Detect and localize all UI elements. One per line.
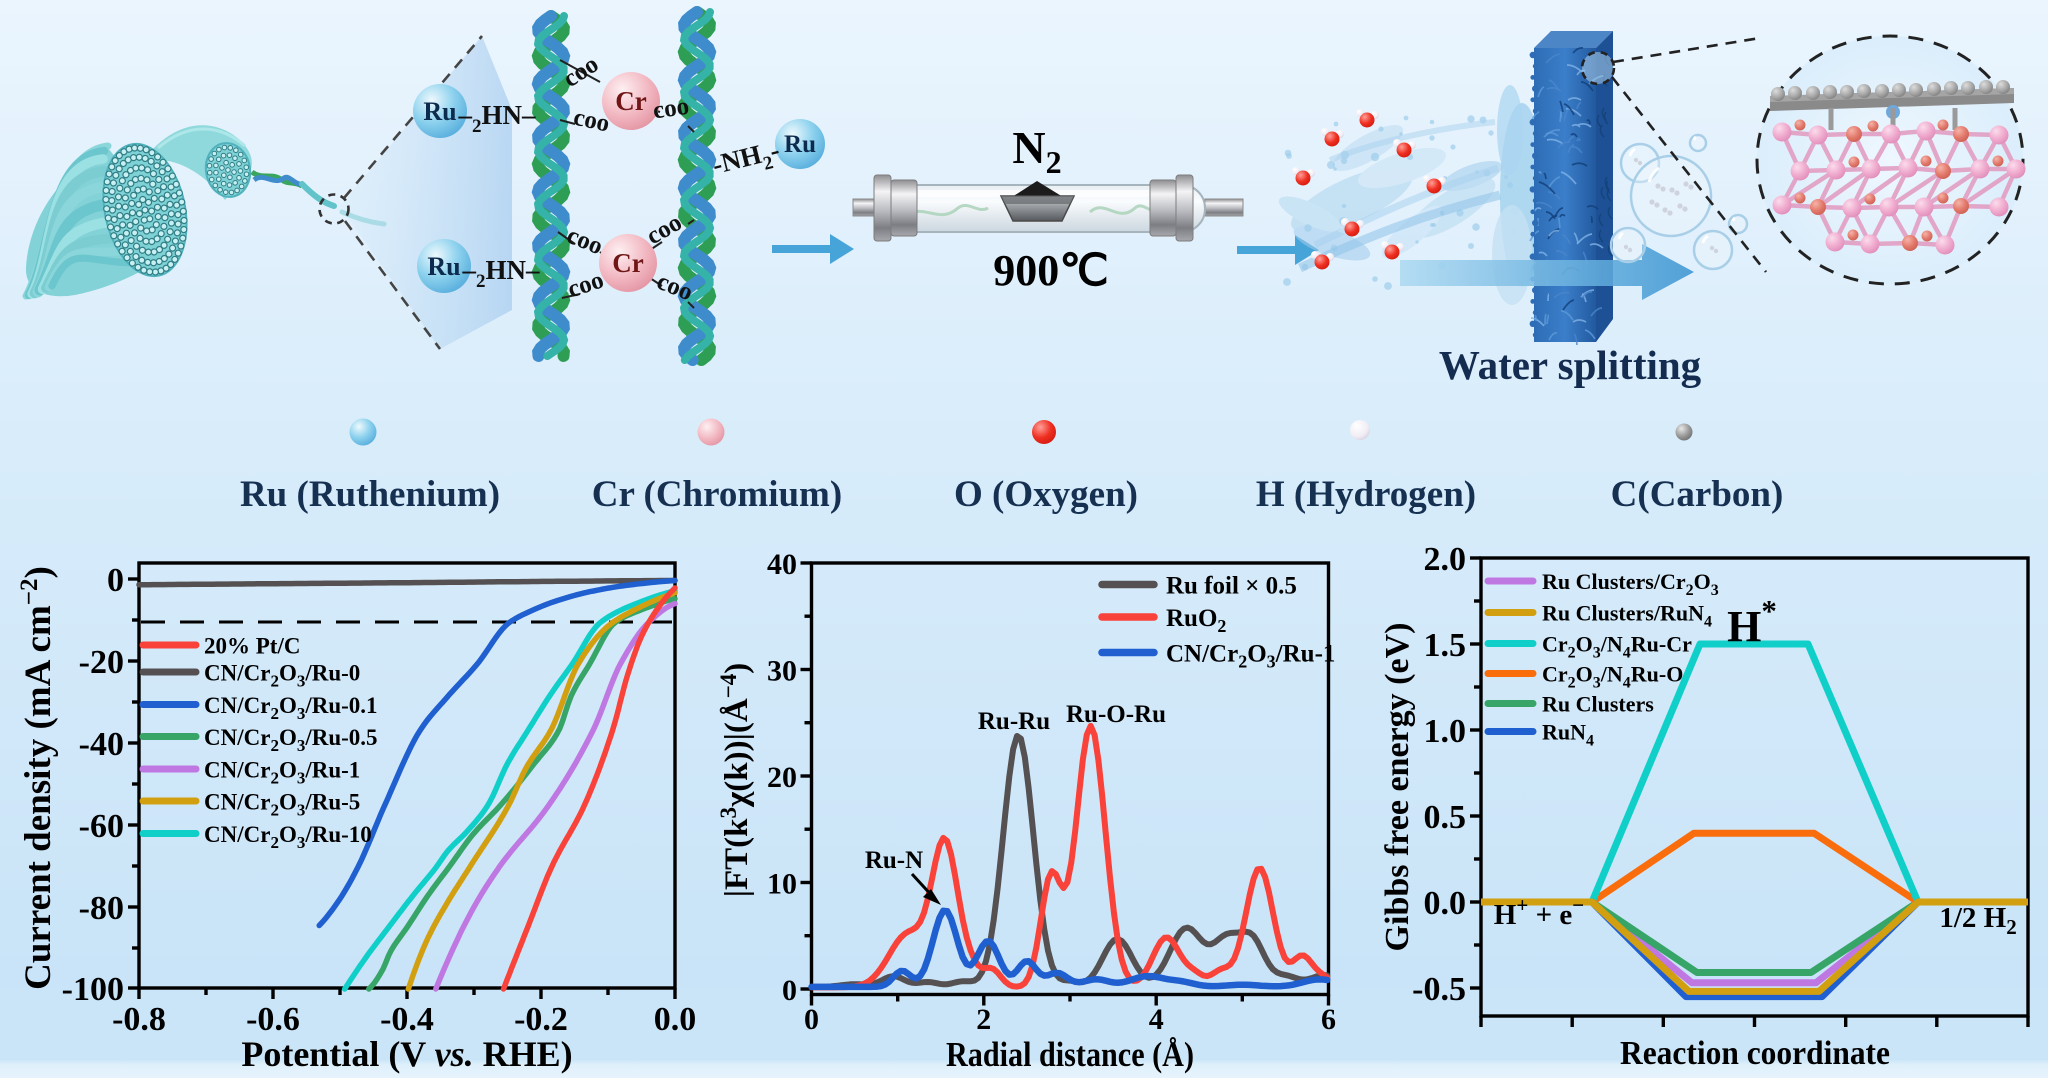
- svg-text:900℃: 900℃: [993, 246, 1108, 295]
- svg-text:-60: -60: [79, 808, 124, 845]
- svg-text:Cr2O3/N4Ru-Cr: Cr2O3/N4Ru-Cr: [1542, 632, 1692, 662]
- svg-text:-40: -40: [79, 726, 124, 763]
- svg-text:Reaction coordinate: Reaction coordinate: [1620, 1035, 1890, 1072]
- svg-text:C(Carbon): C(Carbon): [1611, 474, 1784, 515]
- svg-text:1/2 H2: 1/2 H2: [1939, 902, 2016, 939]
- svg-text:30: 30: [767, 655, 797, 688]
- svg-text:10: 10: [767, 868, 797, 901]
- svg-text:Potential (V vs. RHE): Potential (V vs. RHE): [241, 1034, 572, 1074]
- svg-text:H (Hydrogen): H (Hydrogen): [1256, 474, 1476, 515]
- svg-text:-0.4: -0.4: [380, 1001, 434, 1038]
- svg-text:-0.5: -0.5: [1412, 971, 1466, 1008]
- svg-text:-80: -80: [79, 890, 124, 927]
- svg-text:20% Pt/C: 20% Pt/C: [204, 634, 300, 659]
- svg-text:Ru-N: Ru-N: [865, 847, 923, 874]
- svg-text:|FT(k3χ(k))|(Å−4): |FT(k3χ(k))|(Å−4): [716, 663, 755, 898]
- svg-text:-100: -100: [62, 971, 124, 1008]
- svg-text:Radial distance (Å): Radial distance (Å): [946, 1035, 1194, 1074]
- svg-text:CN/Cr2O3/Ru-1: CN/Cr2O3/Ru-1: [1166, 641, 1335, 672]
- svg-text:H+ + e−: H+ + e−: [1494, 893, 1584, 931]
- svg-text:6: 6: [1321, 1003, 1336, 1036]
- svg-text:Ru: Ru: [784, 131, 816, 158]
- svg-text:0: 0: [782, 974, 797, 1007]
- svg-text:-20: -20: [79, 644, 124, 681]
- svg-text:0.0: 0.0: [1424, 885, 1467, 922]
- svg-text:Ru Clusters: Ru Clusters: [1542, 692, 1654, 717]
- svg-text:Current density (mA cm−2): Current density (mA cm−2): [16, 566, 59, 990]
- svg-text:0: 0: [804, 1003, 819, 1036]
- svg-text:Ru-O-Ru: Ru-O-Ru: [1066, 701, 1166, 728]
- svg-text:Ru (Ruthenium): Ru (Ruthenium): [240, 474, 500, 515]
- svg-text:N2: N2: [1012, 122, 1061, 180]
- svg-text:Ru foil × 0.5: Ru foil × 0.5: [1166, 573, 1297, 600]
- svg-text:4: 4: [1149, 1003, 1164, 1036]
- svg-text:RuO2: RuO2: [1166, 605, 1226, 636]
- svg-text:-0.2: -0.2: [514, 1001, 568, 1038]
- svg-text:-0.6: -0.6: [246, 1001, 300, 1038]
- svg-text:2.0: 2.0: [1424, 541, 1467, 578]
- svg-text:Water splitting: Water splitting: [1439, 342, 1702, 388]
- svg-text:O (Oxygen): O (Oxygen): [954, 474, 1138, 515]
- svg-text:20: 20: [767, 761, 797, 794]
- svg-text:40: 40: [767, 548, 797, 581]
- svg-text:Ru-Ru: Ru-Ru: [978, 708, 1050, 735]
- svg-text:2: 2: [976, 1003, 991, 1036]
- svg-text:Cr: Cr: [615, 86, 646, 116]
- svg-text:1.5: 1.5: [1424, 627, 1467, 664]
- svg-text:CN/Cr2O3/Ru-5: CN/Cr2O3/Ru-5: [204, 790, 360, 820]
- svg-text:0: 0: [107, 562, 124, 599]
- svg-text:Ru: Ru: [427, 252, 460, 281]
- svg-text:0.0: 0.0: [654, 1001, 697, 1038]
- svg-text:Ru: Ru: [423, 97, 456, 126]
- svg-text:Cr: Cr: [612, 248, 643, 278]
- svg-text:-0.8: -0.8: [112, 1001, 166, 1038]
- svg-text:1.0: 1.0: [1424, 713, 1467, 750]
- svg-text:coo: coo: [651, 93, 691, 125]
- svg-text:0.5: 0.5: [1424, 799, 1467, 836]
- svg-text:Cr (Chromium): Cr (Chromium): [592, 474, 842, 515]
- svg-text:Gibbs free energy (eV): Gibbs free energy (eV): [1379, 623, 1416, 952]
